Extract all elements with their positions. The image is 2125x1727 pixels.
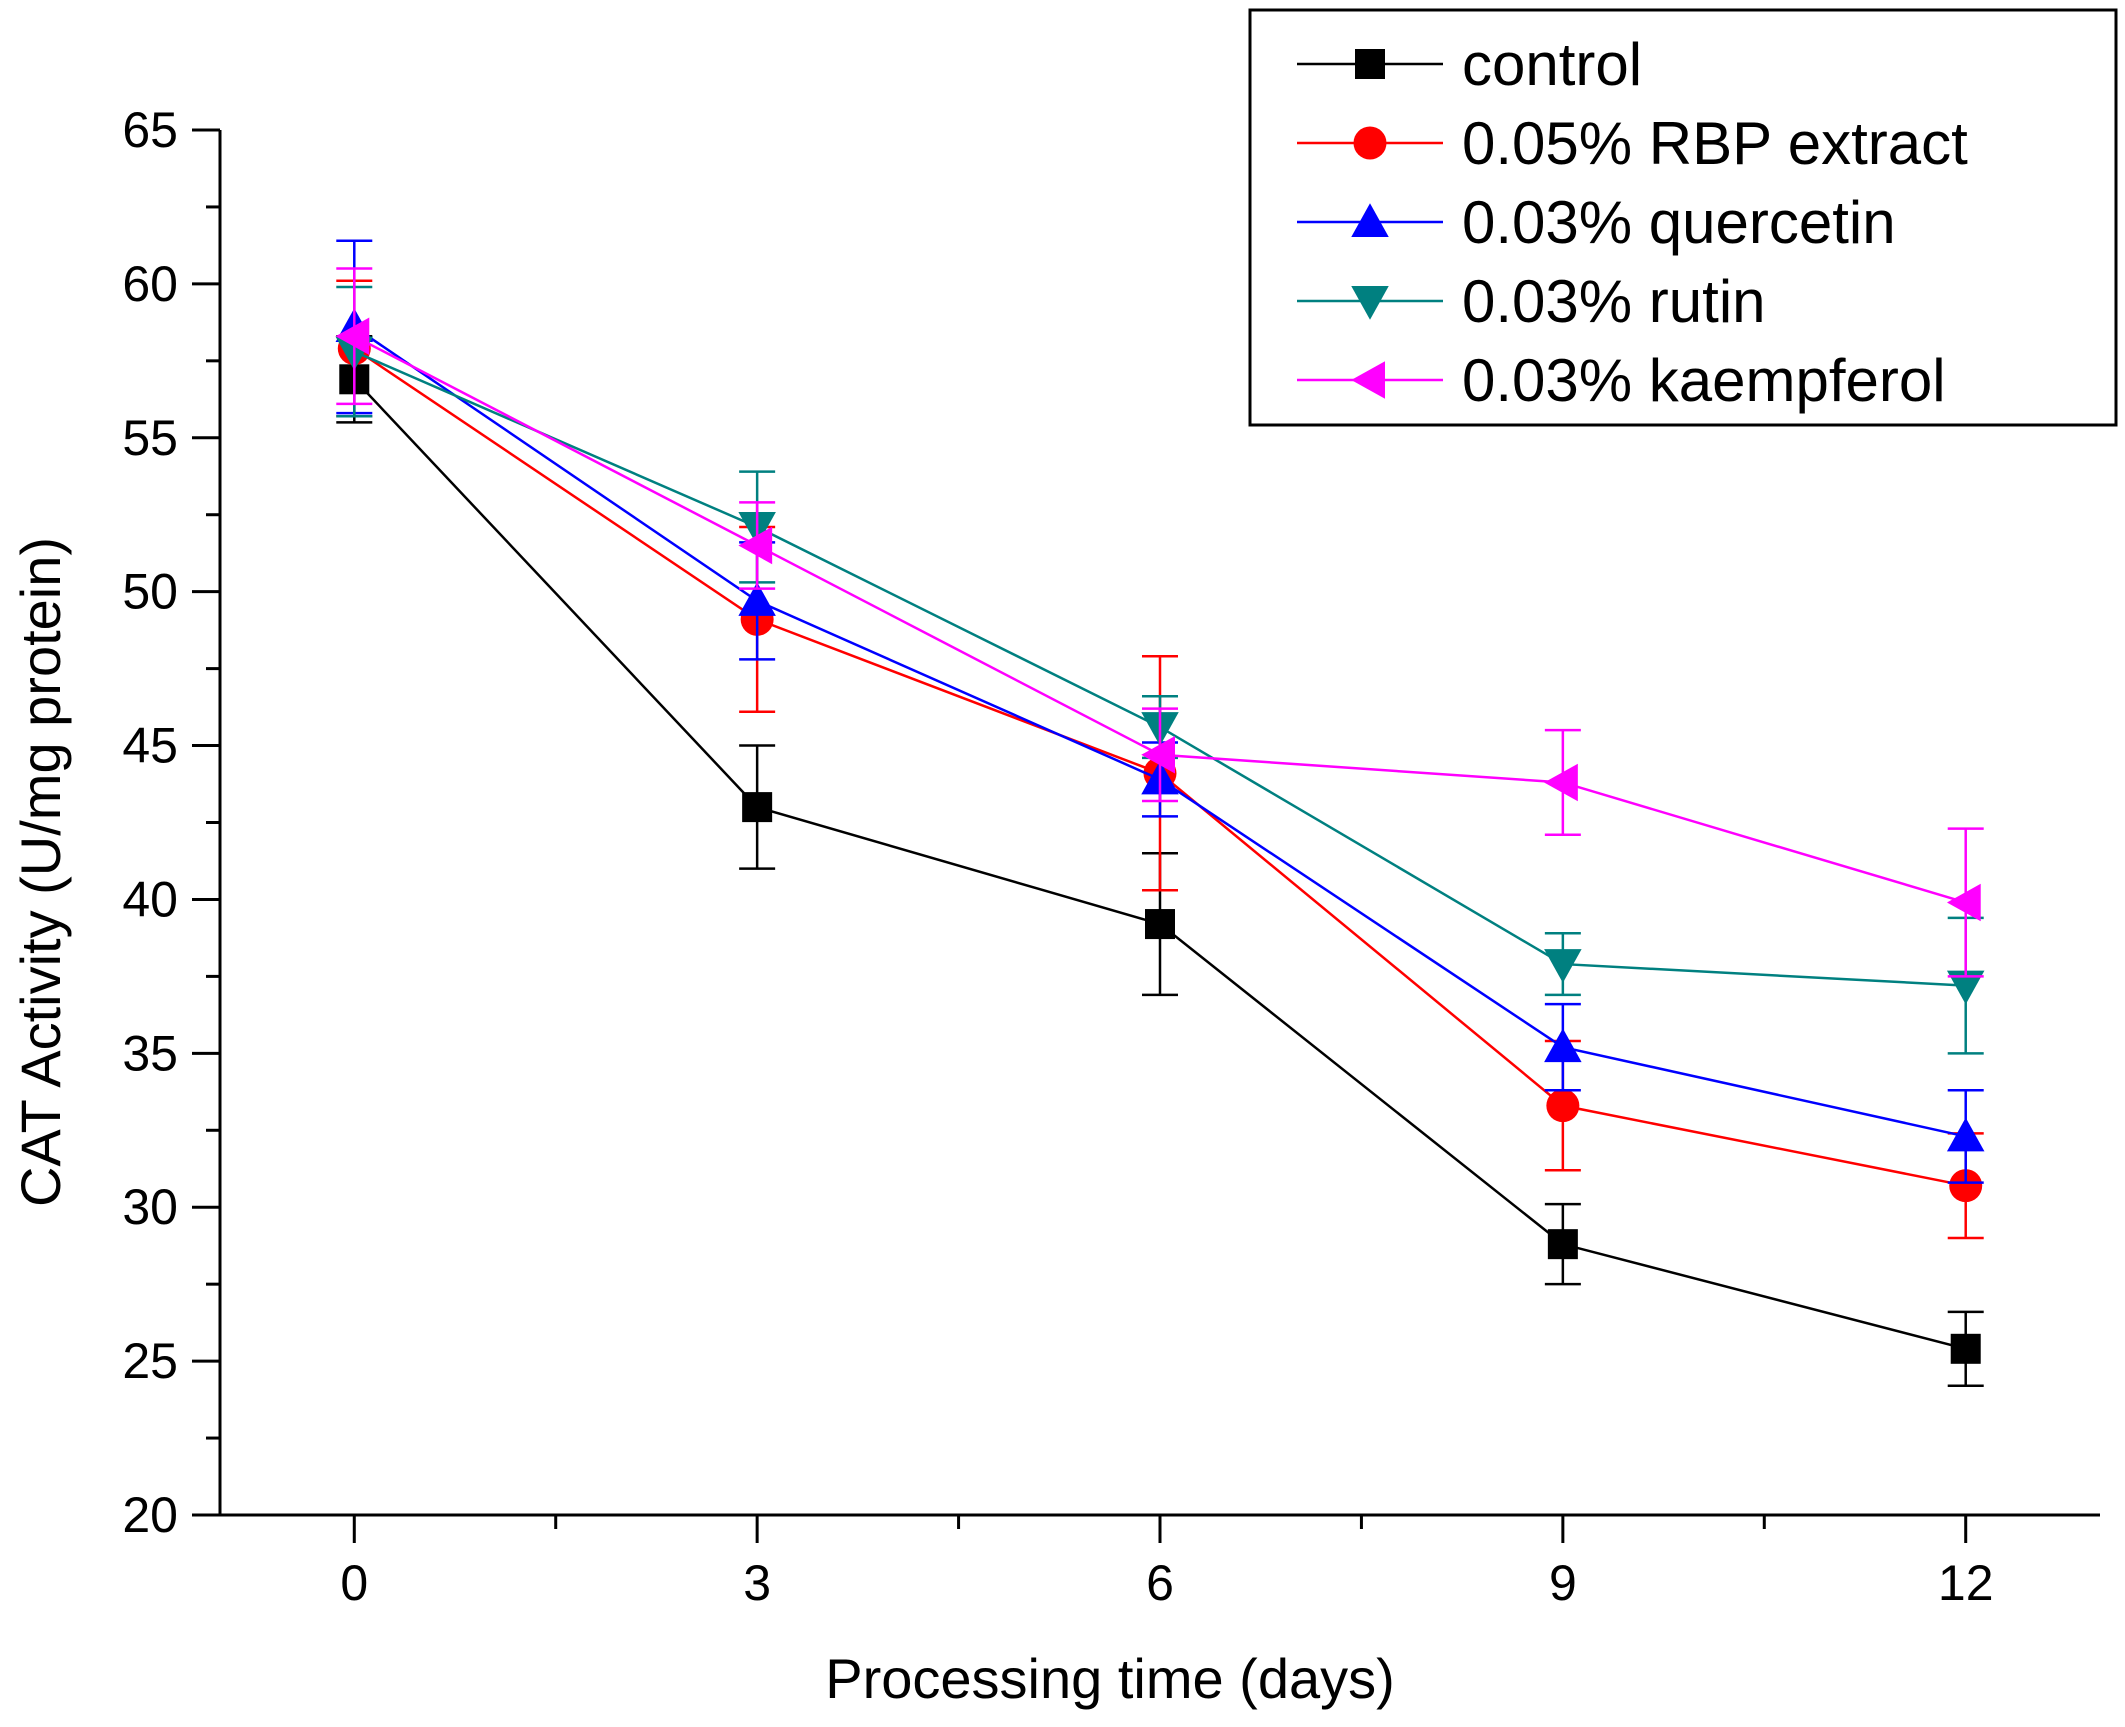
x-tick-label-6: 6 <box>1146 1555 1174 1611</box>
data-point-control-12 <box>1950 1333 1981 1364</box>
y-tick-label-60: 60 <box>122 256 178 312</box>
y-tick-label-25: 25 <box>122 1333 178 1389</box>
data-point-0-05-rbp-extract-9 <box>1546 1089 1580 1123</box>
data-point-0-03-quercetin-3 <box>738 582 776 616</box>
data-point-0-03-kaempferol-6 <box>1141 736 1175 774</box>
x-tick-label-9: 9 <box>1549 1555 1577 1611</box>
legend-marker-control <box>1355 49 1385 79</box>
data-point-0-03-rutin-9 <box>1544 949 1582 983</box>
legend-item-0-05-rbp-extract: 0.05% RBP extract <box>1297 110 1968 177</box>
legend-item-0-03-rutin: 0.03% rutin <box>1297 268 1766 335</box>
legend-label-0-05-rbp-extract: 0.05% RBP extract <box>1462 110 1968 177</box>
y-ticks: 20 25 30 35 40 45 50 55 60 65 <box>122 102 220 1543</box>
legend-label-0-03-quercetin: 0.03% quercetin <box>1462 189 1896 256</box>
series-layer <box>335 239 1985 1387</box>
y-tick-label-55: 55 <box>122 410 178 466</box>
y-tick-label-40: 40 <box>122 871 178 927</box>
legend-marker-0-03-kaempferol <box>1351 361 1385 399</box>
legend-marker-0-05-rbp-extract <box>1353 126 1387 160</box>
legend-label-0-03-rutin: 0.03% rutin <box>1462 268 1766 335</box>
legend-label-0-03-kaempferol: 0.03% kaempferol <box>1462 347 1946 414</box>
x-ticks: 0 3 6 9 12 <box>340 1515 1994 1611</box>
data-point-0-03-rutin-12 <box>1946 970 1985 1005</box>
data-point-0-03-kaempferol-12 <box>1946 883 1981 922</box>
x-tick-label-3: 3 <box>743 1555 771 1611</box>
y-tick-label-35: 35 <box>122 1025 178 1081</box>
x-tick-label-0: 0 <box>340 1555 368 1611</box>
data-point-0-03-kaempferol-3 <box>738 526 773 565</box>
y-tick-label-50: 50 <box>122 564 178 620</box>
x-axis-title: Processing time (days) <box>825 1647 1395 1710</box>
legend-box <box>1248 8 2118 427</box>
legend-label-control: control <box>1462 31 1642 98</box>
data-point-control-9 <box>1547 1229 1578 1260</box>
y-tick-label-20: 20 <box>122 1487 178 1543</box>
series-0-03-kaempferol <box>335 267 1984 978</box>
data-point-control-3 <box>742 792 773 823</box>
legend-marker-0-03-rutin <box>1351 286 1389 320</box>
legend-item-0-03-quercetin: 0.03% quercetin <box>1297 189 1896 256</box>
x-tick-label-12: 12 <box>1938 1555 1994 1611</box>
data-point-0-05-rbp-extract-12 <box>1949 1169 1983 1203</box>
y-axis-title: CAT Activity (U/mg protein) <box>9 537 72 1207</box>
legend: control 0.05% RBP extract 0.03% quercetin 0… <box>1248 8 2118 427</box>
legend-items: control 0.05% RBP extract 0.03% quercetin 0… <box>1297 31 1968 414</box>
y-tick-label-65: 65 <box>122 102 178 158</box>
y-tick-label-45: 45 <box>122 718 178 774</box>
data-point-0-03-kaempferol-0 <box>335 317 370 355</box>
legend-marker-0-03-quercetin <box>1351 203 1389 237</box>
legend-item-control: control <box>1297 31 1642 98</box>
data-point-0-03-quercetin-12 <box>1946 1117 1985 1152</box>
axes: 0 3 6 9 12 20 25 30 35 40 45 50 55 60 65 <box>122 102 2100 1611</box>
data-point-0-03-kaempferol-9 <box>1544 763 1578 802</box>
data-point-0-03-quercetin-9 <box>1544 1028 1582 1063</box>
data-point-control-6 <box>1145 909 1175 940</box>
y-tick-label-30: 30 <box>122 1179 178 1235</box>
legend-item-0-03-kaempferol: 0.03% kaempferol <box>1297 347 1946 414</box>
